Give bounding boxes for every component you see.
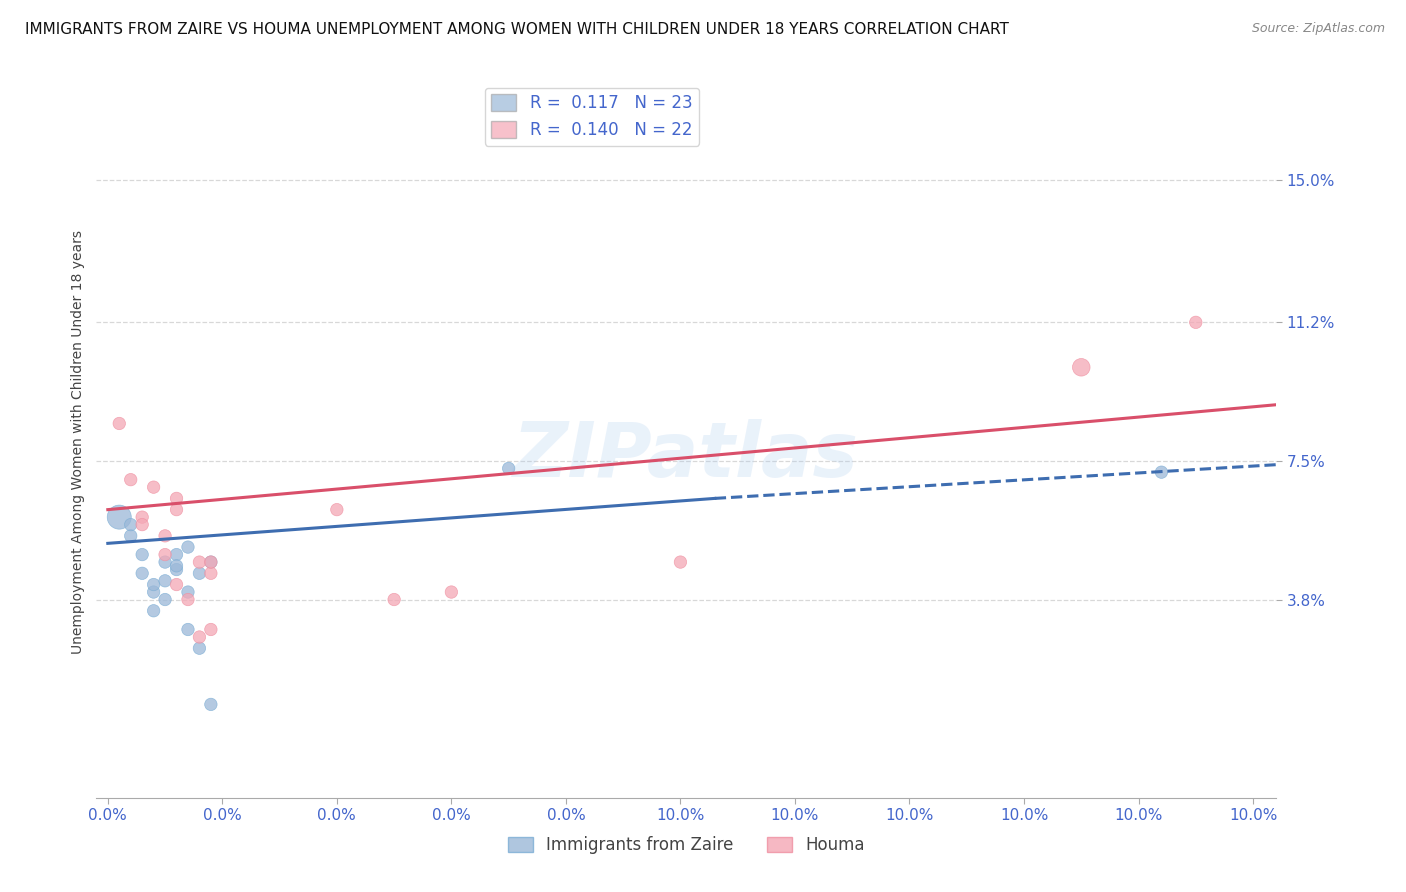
Point bbox=[166, 563, 188, 577]
Point bbox=[108, 510, 131, 524]
Point bbox=[166, 558, 188, 573]
Point bbox=[142, 604, 165, 618]
Point bbox=[1150, 465, 1173, 479]
Point bbox=[108, 417, 131, 431]
Text: IMMIGRANTS FROM ZAIRE VS HOUMA UNEMPLOYMENT AMONG WOMEN WITH CHILDREN UNDER 18 Y: IMMIGRANTS FROM ZAIRE VS HOUMA UNEMPLOYM… bbox=[25, 22, 1010, 37]
Point bbox=[131, 517, 153, 532]
Y-axis label: Unemployment Among Women with Children Under 18 years: Unemployment Among Women with Children U… bbox=[72, 230, 86, 654]
Point bbox=[177, 592, 200, 607]
Point bbox=[120, 517, 142, 532]
Point bbox=[153, 555, 176, 569]
Point bbox=[200, 555, 222, 569]
Point bbox=[153, 529, 176, 543]
Point bbox=[166, 502, 188, 516]
Point bbox=[131, 548, 153, 562]
Point bbox=[131, 566, 153, 581]
Point bbox=[326, 502, 349, 516]
Point bbox=[669, 555, 692, 569]
Point bbox=[1184, 315, 1206, 329]
Point bbox=[131, 510, 153, 524]
Point bbox=[142, 577, 165, 591]
Point bbox=[142, 585, 165, 599]
Point bbox=[1070, 360, 1092, 375]
Point bbox=[166, 577, 188, 591]
Point bbox=[153, 592, 176, 607]
Point bbox=[498, 461, 520, 475]
Point bbox=[166, 548, 188, 562]
Point bbox=[200, 555, 222, 569]
Point bbox=[200, 623, 222, 637]
Point bbox=[177, 585, 200, 599]
Text: Source: ZipAtlas.com: Source: ZipAtlas.com bbox=[1251, 22, 1385, 36]
Point bbox=[177, 540, 200, 554]
Point bbox=[120, 473, 142, 487]
Point bbox=[382, 592, 405, 607]
Point bbox=[188, 641, 211, 656]
Point bbox=[166, 491, 188, 506]
Point bbox=[200, 698, 222, 712]
Point bbox=[440, 585, 463, 599]
Point bbox=[188, 630, 211, 644]
Point bbox=[142, 480, 165, 494]
Point bbox=[153, 574, 176, 588]
Point bbox=[188, 555, 211, 569]
Point bbox=[120, 529, 142, 543]
Text: ZIPatlas: ZIPatlas bbox=[513, 419, 859, 493]
Point bbox=[188, 566, 211, 581]
Point bbox=[200, 566, 222, 581]
Point bbox=[153, 548, 176, 562]
Legend: R =  0.117   N = 23, R =  0.140   N = 22: R = 0.117 N = 23, R = 0.140 N = 22 bbox=[485, 87, 699, 145]
Point bbox=[177, 623, 200, 637]
